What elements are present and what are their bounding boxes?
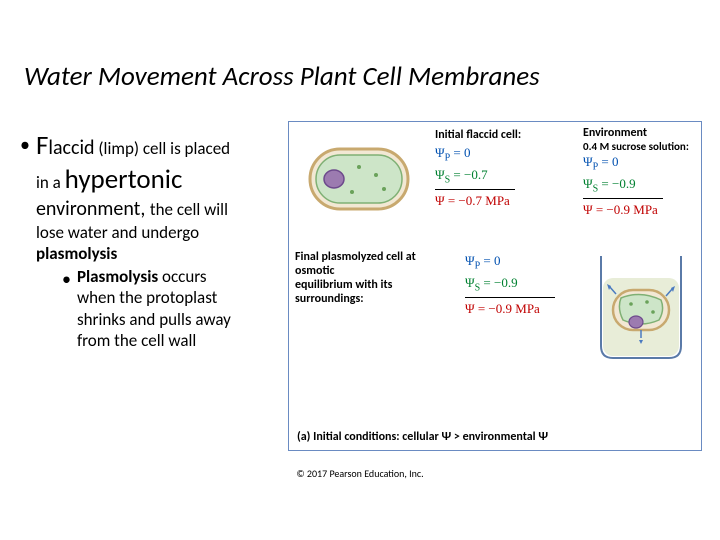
sub-b4: from the cell wall bbox=[77, 330, 196, 351]
sub-b3: shrinks and pulls away bbox=[77, 309, 231, 330]
psi-p-initial: ΨP = 0 bbox=[435, 144, 577, 166]
final-psi-total: Ψ = −0.9 MPa bbox=[465, 300, 577, 318]
caption-a: (a) bbox=[297, 430, 310, 444]
bullet-line3-rest: the cell will bbox=[150, 199, 228, 220]
plasmolyzed-cell-graphic bbox=[581, 242, 701, 402]
copyright-text: © 2017 Pearson Education, Inc. bbox=[0, 467, 720, 480]
psi-total-initial: Ψ = −0.7 MPa bbox=[435, 192, 577, 210]
final-values: ΨP = 0 ΨS = −0.9 Ψ = −0.9 MPa bbox=[461, 242, 581, 402]
diagram-row-2: Final plasmolyzed cell at osmotic equili… bbox=[289, 242, 701, 402]
slide-title: Water Movement Across Plant Cell Membran… bbox=[20, 60, 700, 93]
text-column: • Flaccid (limp) cell is placed in a hyp… bbox=[20, 121, 280, 451]
env-psi-s: ΨS = −0.9 bbox=[583, 175, 697, 197]
psi-s-initial: ΨS = −0.7 bbox=[435, 166, 577, 188]
content-row: • Flaccid (limp) cell is placed in a hyp… bbox=[20, 121, 700, 451]
panel-caption: (a) Initial conditions: cellular Ψ > env… bbox=[297, 430, 548, 444]
env-line2: 0.4 M sucrose solution: bbox=[583, 140, 697, 153]
sub-bullet-dot-icon: • bbox=[62, 268, 71, 291]
initial-cell-graphic bbox=[289, 122, 429, 242]
final-label: Final plasmolyzed cell at osmotic equili… bbox=[289, 242, 461, 402]
bullet-dot-icon: • bbox=[20, 135, 30, 155]
bullet-line3-comma: , bbox=[140, 197, 150, 221]
bullet-line4: lose water and undergo bbox=[36, 222, 199, 243]
beaker-cell-icon bbox=[581, 246, 701, 366]
bullet-lead-cap: F bbox=[36, 129, 48, 162]
initial-values: Initial flaccid cell: ΨP = 0 ΨS = −0.7 Ψ… bbox=[429, 122, 581, 242]
bullet-line3: environment bbox=[36, 197, 140, 221]
final-divider bbox=[465, 297, 555, 298]
final-psi-p: ΨP = 0 bbox=[465, 252, 577, 274]
sub-bullet: • Plasmolysis occurs when the protoplast… bbox=[62, 266, 231, 351]
slide: Water Movement Across Plant Cell Membran… bbox=[0, 0, 720, 540]
sub-bullet-body: Plasmolysis occurs when the protoplast s… bbox=[77, 266, 231, 351]
env-divider bbox=[583, 198, 663, 199]
diagram-panel: Initial flaccid cell: ΨP = 0 ΨS = −0.7 Ψ… bbox=[288, 121, 702, 451]
env-psi-p: ΨP = 0 bbox=[583, 153, 697, 175]
sub-b2: when the protoplast bbox=[77, 287, 217, 308]
bullet-hypertonic: hypertonic bbox=[65, 163, 183, 196]
bullet-lead-rest: laccid bbox=[48, 136, 94, 160]
bullet-line5: plasmolysis bbox=[36, 243, 117, 264]
env-title: Environment bbox=[583, 126, 697, 140]
divider-line bbox=[435, 189, 515, 190]
caption-text: Initial conditions: cellular Ψ > environ… bbox=[310, 430, 548, 444]
sub-b1-rest: occurs bbox=[158, 266, 206, 287]
flaccid-cell-icon bbox=[304, 137, 414, 227]
env-psi-total: Ψ = −0.9 MPa bbox=[583, 201, 697, 219]
sub-b1: Plasmolysis bbox=[77, 266, 158, 287]
bullet-body: Flaccid (limp) cell is placed in a hyper… bbox=[36, 129, 231, 351]
bullet-line2a: in a bbox=[36, 172, 65, 193]
final-psi-s: ΨS = −0.9 bbox=[465, 274, 577, 296]
main-bullet: • Flaccid (limp) cell is placed in a hyp… bbox=[20, 129, 280, 351]
environment-values: Environment 0.4 M sucrose solution: ΨP =… bbox=[581, 122, 701, 242]
diagram-row-1: Initial flaccid cell: ΨP = 0 ΨS = −0.7 Ψ… bbox=[289, 122, 701, 242]
bullet-line1-rest: (limp) cell is placed bbox=[95, 138, 231, 159]
initial-label: Initial flaccid cell: bbox=[435, 128, 577, 142]
